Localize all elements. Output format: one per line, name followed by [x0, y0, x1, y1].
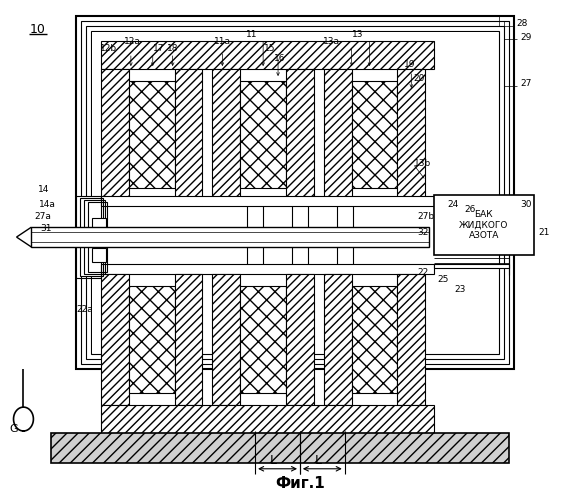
Bar: [101, 405, 434, 433]
Text: 20: 20: [414, 74, 425, 83]
Bar: [352, 286, 398, 393]
Text: 30: 30: [521, 200, 532, 209]
Bar: [76, 196, 101, 278]
Text: 32: 32: [417, 228, 429, 237]
Bar: [84, 200, 105, 274]
Bar: [434, 206, 509, 210]
Text: Фиг.1: Фиг.1: [275, 476, 325, 490]
Text: 12a: 12a: [124, 37, 142, 46]
Bar: [292, 200, 308, 300]
Bar: [129, 81, 175, 188]
Text: 18: 18: [167, 44, 178, 53]
Bar: [434, 244, 509, 248]
Bar: [86, 26, 504, 359]
Text: 27b: 27b: [417, 212, 434, 221]
Text: 11a: 11a: [214, 37, 231, 46]
Text: 13a: 13a: [323, 37, 340, 46]
Bar: [337, 200, 352, 270]
Text: G: G: [10, 424, 18, 434]
Text: 28: 28: [517, 20, 528, 28]
Bar: [175, 69, 202, 200]
Text: 31: 31: [40, 224, 52, 233]
Text: 11: 11: [246, 30, 258, 39]
Text: 14a: 14a: [40, 200, 56, 209]
Bar: [32, 227, 429, 247]
Bar: [101, 264, 434, 274]
Bar: [240, 81, 286, 188]
Bar: [88, 202, 107, 272]
Bar: [91, 31, 499, 354]
Bar: [240, 286, 286, 393]
Text: 19: 19: [403, 60, 415, 69]
Text: 13: 13: [352, 30, 363, 39]
Text: 10: 10: [29, 24, 45, 36]
Bar: [92, 32, 498, 354]
Bar: [101, 69, 129, 200]
Bar: [101, 274, 129, 405]
Bar: [286, 274, 314, 405]
Bar: [213, 69, 240, 200]
Text: 14: 14: [38, 186, 49, 194]
Bar: [52, 433, 509, 463]
Text: БАК
ЖИДКОГО
АЗОТА: БАК ЖИДКОГО АЗОТА: [459, 210, 509, 240]
Bar: [77, 198, 99, 277]
Bar: [213, 274, 240, 405]
Text: 26: 26: [464, 205, 476, 214]
Text: 13b: 13b: [414, 158, 431, 168]
Text: 12b: 12b: [100, 44, 117, 53]
Bar: [352, 81, 398, 188]
Bar: [324, 69, 352, 200]
Text: 21: 21: [539, 228, 550, 237]
Bar: [434, 264, 509, 268]
Text: 24: 24: [447, 200, 458, 209]
Text: 15: 15: [264, 44, 276, 53]
Bar: [92, 218, 106, 232]
Text: 25: 25: [437, 275, 449, 284]
Text: 22a: 22a: [76, 304, 93, 314]
Bar: [92, 248, 106, 262]
Bar: [81, 22, 509, 364]
Bar: [286, 69, 314, 200]
Bar: [175, 274, 202, 405]
Bar: [101, 41, 434, 69]
Text: 29: 29: [521, 33, 532, 42]
Text: 27: 27: [521, 79, 532, 88]
Bar: [434, 226, 509, 230]
Text: 27a: 27a: [34, 212, 52, 221]
Text: 17: 17: [153, 44, 164, 53]
Bar: [324, 274, 352, 405]
Bar: [80, 198, 103, 276]
Text: 23: 23: [454, 285, 465, 294]
Bar: [434, 196, 533, 255]
Text: 22: 22: [417, 268, 429, 277]
Text: 16: 16: [274, 54, 286, 63]
Bar: [76, 16, 514, 370]
Bar: [129, 286, 175, 393]
Bar: [247, 200, 263, 270]
Bar: [101, 196, 434, 206]
Bar: [398, 69, 425, 200]
Bar: [398, 274, 425, 405]
Text: L: L: [315, 454, 322, 467]
Text: L: L: [270, 454, 277, 467]
